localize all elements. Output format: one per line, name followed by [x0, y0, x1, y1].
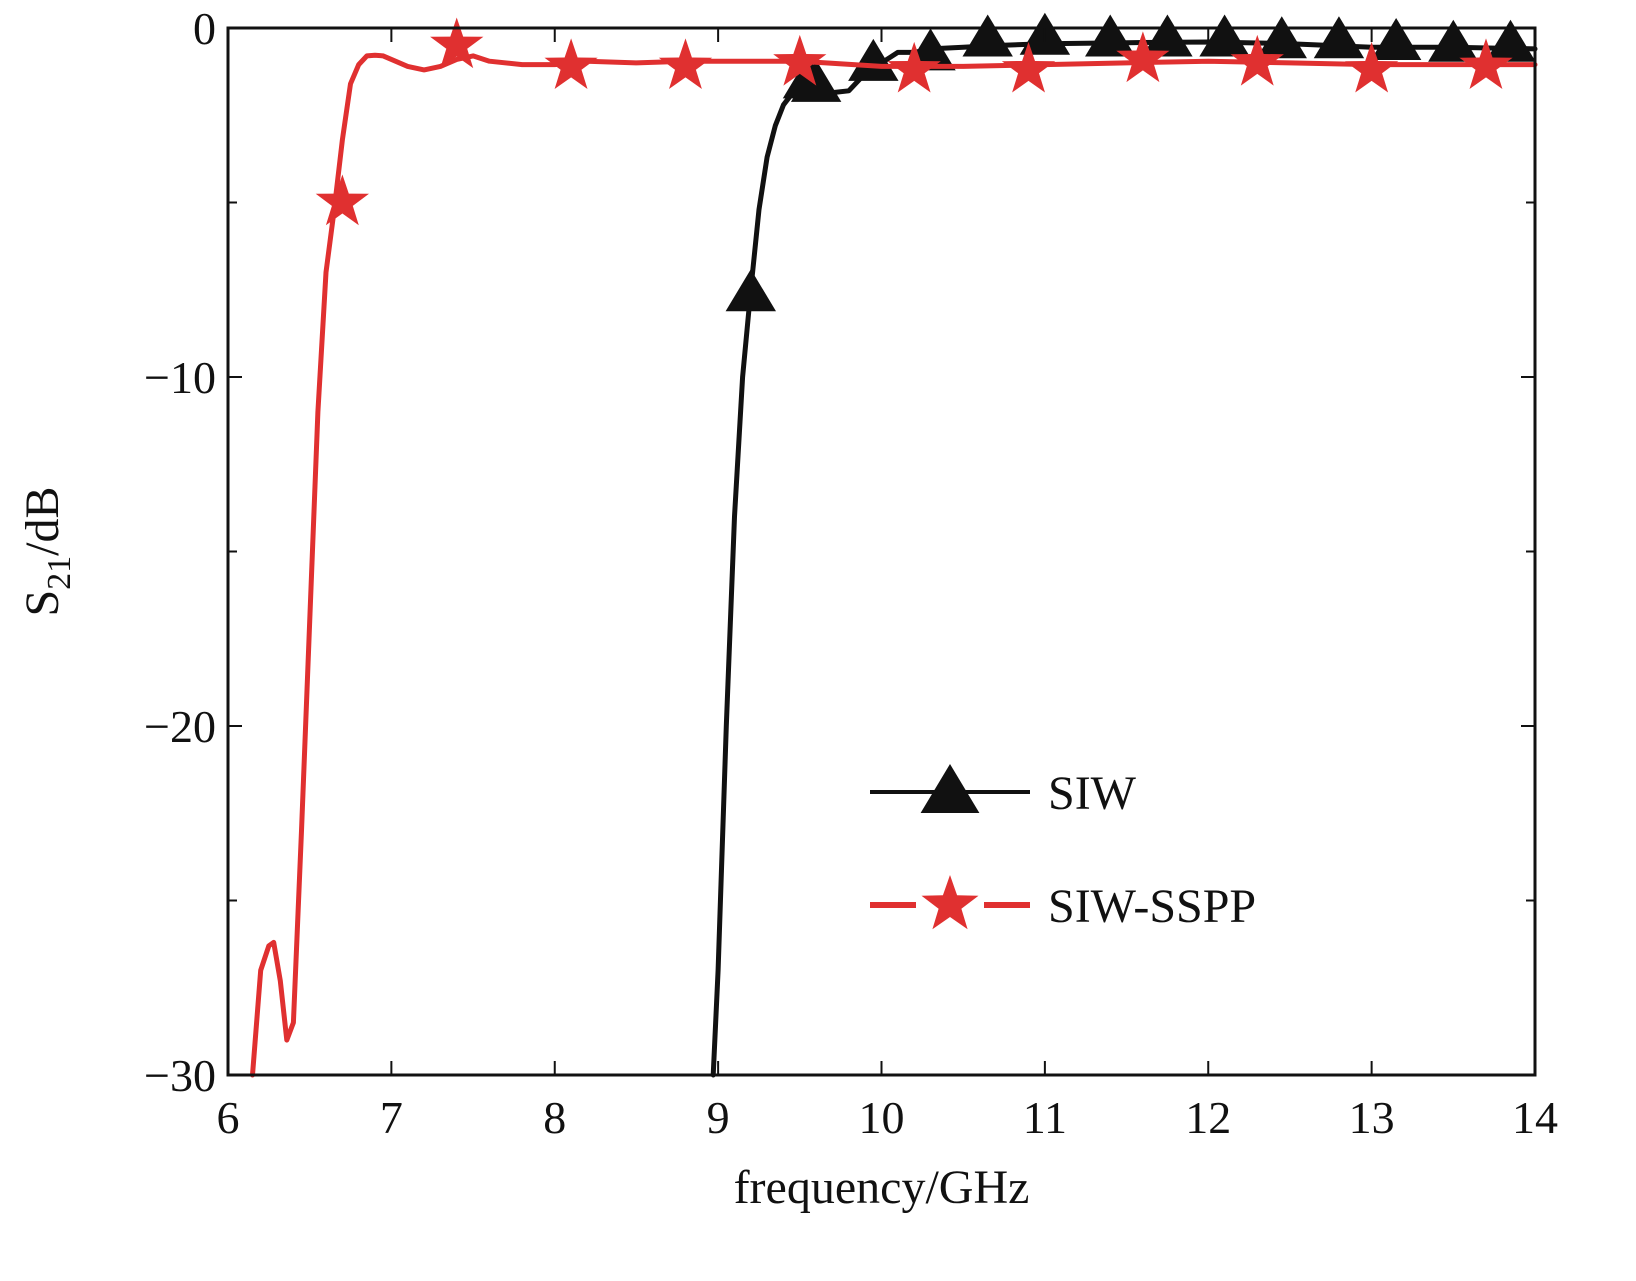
data-point-siw-sspp	[1001, 41, 1056, 93]
x-tick-label: 6	[217, 1092, 240, 1143]
data-point-siw	[1370, 17, 1422, 60]
x-tick-label: 10	[859, 1092, 905, 1143]
x-tick-label: 7	[380, 1092, 403, 1143]
y-axis-title-main: S	[16, 590, 69, 617]
y-axis-title-unit: /dB	[16, 486, 69, 555]
data-point-siw-sspp	[544, 38, 598, 89]
legend: SIW SIW-SSPP	[870, 764, 1256, 933]
y-tick-label: 0	[193, 3, 216, 54]
data-point-siw	[1256, 16, 1307, 59]
plot-frame	[226, 26, 1537, 1077]
x-axis-title: frequency/GHz	[734, 1161, 1030, 1214]
x-tick-label: 8	[543, 1092, 566, 1143]
y-tick-label: −10	[144, 352, 216, 403]
data-point-siw	[1199, 14, 1250, 57]
legend-label-siw-sspp: SIW-SSPP	[1048, 880, 1256, 933]
data-point-siw-sspp	[773, 34, 827, 86]
series-line-siw-sspp	[250, 52, 1538, 1078]
data-point-siw-sspp	[430, 17, 484, 69]
data-point-siw-sspp	[658, 38, 713, 89]
axes-layer	[226, 26, 1537, 1077]
data-point-siw	[1085, 14, 1136, 57]
data-point-siw	[1142, 14, 1193, 57]
x-tick-label: 11	[1023, 1092, 1067, 1143]
data-point-siw	[848, 38, 899, 81]
data-point-siw-sspp	[1459, 38, 1513, 89]
data-point-siw	[725, 269, 776, 312]
data-point-siw-sspp	[315, 174, 369, 226]
y-tick-label: −20	[144, 701, 216, 752]
ticks-layer: 6 7 8 9 10 11 12 13 14 0 −10 −20 −30	[144, 3, 1558, 1143]
data-point-siw	[962, 14, 1013, 57]
x-tick-label: 9	[707, 1092, 730, 1143]
series-layer	[250, 12, 1538, 1078]
x-tick-label: 12	[1185, 1092, 1231, 1143]
y-tick-label: −30	[144, 1050, 216, 1101]
x-tick-label: 13	[1349, 1092, 1395, 1143]
data-point-siw-sspp	[887, 41, 941, 93]
legend-label-siw: SIW	[1048, 767, 1137, 820]
data-point-siw	[790, 59, 842, 102]
y-axis-title: S21/dB	[16, 486, 78, 616]
data-point-siw	[1313, 16, 1365, 59]
data-point-siw	[1485, 19, 1536, 62]
data-point-siw-sspp	[1230, 34, 1284, 86]
data-point-siw-sspp	[1116, 31, 1170, 83]
x-tick-label: 14	[1512, 1092, 1558, 1143]
legend-marker-siw-sspp	[921, 875, 979, 930]
data-point-siw-sspp	[1345, 41, 1399, 93]
y-axis-title-subscript: 21	[41, 556, 78, 590]
legend-marker-siw	[920, 764, 980, 813]
data-point-siw	[1428, 19, 1479, 62]
